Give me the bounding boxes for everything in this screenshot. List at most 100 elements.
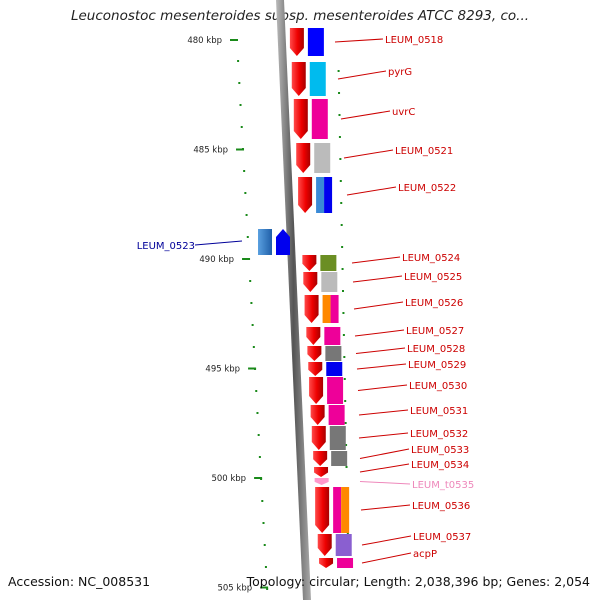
gene-arrow	[317, 534, 332, 556]
gene-arrow	[313, 451, 328, 466]
axis-dot	[258, 456, 261, 458]
axis-dot	[343, 378, 346, 380]
gene-label: LEUM_0533	[411, 445, 469, 456]
gene-label: LEUM_t0535	[412, 480, 474, 491]
gene-label: LEUM_0536	[412, 501, 470, 512]
axis-dot	[338, 114, 341, 116]
axis-dot	[255, 390, 258, 392]
category-band	[328, 405, 345, 425]
map-title: Leuconostoc mesenteroides subsp. mesente…	[70, 8, 530, 24]
tick-label: 495 kbp	[205, 365, 240, 375]
leader-line	[343, 149, 394, 159]
gene-label: LEUM_0537	[413, 532, 471, 543]
leader-line	[359, 481, 411, 485]
leader-line	[359, 448, 410, 459]
axis-dot	[342, 312, 345, 314]
category-band	[322, 295, 331, 323]
gene-arrow	[291, 62, 306, 96]
axis-dot	[252, 346, 255, 348]
axis-dot	[344, 422, 347, 424]
category-band	[311, 99, 328, 139]
gene-label: LEUM_0523	[137, 241, 195, 252]
gene-arrow	[276, 229, 290, 255]
category-band	[329, 426, 346, 450]
leader-line	[337, 70, 387, 80]
category-band	[321, 272, 338, 292]
gene-arrow	[293, 99, 308, 139]
gene-arrow	[310, 405, 325, 425]
category-band	[326, 362, 343, 376]
gene-label: LEUM_0531	[410, 406, 468, 417]
topology-label: Topology: circular; Length: 2,038,396 bp…	[246, 574, 590, 589]
axis-dot	[237, 60, 240, 62]
tick-label: 480 kbp	[187, 36, 222, 46]
gene-label: LEUM_0534	[411, 460, 469, 471]
category-band	[330, 295, 339, 323]
gene-label: LEUM_0518	[385, 35, 443, 46]
axis-dot	[264, 566, 267, 568]
axis-dot	[340, 224, 343, 226]
leader-line	[352, 275, 403, 283]
gene-label: LEUM_0530	[409, 381, 467, 392]
leader-line	[194, 240, 243, 246]
gene-arrow	[308, 362, 323, 376]
axis-dot	[249, 280, 252, 282]
axis-dot	[339, 180, 342, 182]
axis-dot	[263, 544, 266, 546]
tick-label: 505 kbp	[217, 584, 252, 594]
gene-label: LEUM_0525	[404, 272, 462, 283]
leader-line	[359, 463, 410, 473]
axis-dot	[342, 334, 345, 336]
gene-label: LEUM_0532	[410, 429, 468, 440]
axis-dot	[245, 214, 248, 216]
category-band	[309, 62, 326, 96]
axis-dot	[250, 302, 253, 304]
gene-label: LEUM_0521	[395, 146, 453, 157]
cds-block	[258, 229, 272, 255]
genome-axis	[276, 0, 311, 600]
leader-line	[354, 329, 405, 337]
axis-dot	[345, 444, 348, 446]
gene-arrow	[306, 327, 321, 345]
category-band	[335, 534, 352, 556]
axis-dot	[339, 158, 342, 160]
leader-line	[353, 301, 404, 310]
axis-dot	[344, 400, 347, 402]
axis-dot	[341, 246, 344, 248]
tick-label: 500 kbp	[211, 474, 246, 484]
category-band	[324, 327, 341, 345]
axis-dot	[251, 324, 254, 326]
axis-dot	[261, 500, 264, 502]
gene-arrow	[289, 28, 304, 56]
gene-arrow	[304, 295, 319, 323]
category-band	[333, 487, 342, 533]
axis-dot	[246, 236, 249, 238]
gene-label: LEUM_0529	[408, 360, 466, 371]
axis-dot	[243, 170, 246, 172]
leader-line	[358, 409, 409, 416]
axis-dot	[244, 192, 247, 194]
axis-dot	[342, 290, 344, 292]
gene-label: LEUM_0526	[405, 298, 463, 309]
leader-line	[346, 186, 397, 196]
leader-line	[355, 347, 406, 354]
gene-arrow	[302, 255, 317, 271]
axis-dot	[266, 588, 269, 590]
axis-dot	[240, 126, 243, 128]
axis-dot	[238, 82, 241, 84]
gene-label: pyrG	[388, 67, 412, 78]
category-band	[327, 377, 344, 404]
gene-arrow	[319, 558, 334, 568]
gene-label: LEUM_0522	[398, 183, 456, 194]
category-band	[324, 177, 333, 213]
leader-line	[356, 363, 407, 370]
category-band	[341, 487, 350, 533]
leader-line	[351, 256, 401, 264]
category-band	[331, 451, 348, 466]
category-band	[307, 28, 324, 56]
axis-dot	[338, 136, 341, 138]
gene-arrow	[314, 478, 329, 485]
category-band	[320, 255, 337, 271]
gene-arrow	[303, 272, 318, 292]
